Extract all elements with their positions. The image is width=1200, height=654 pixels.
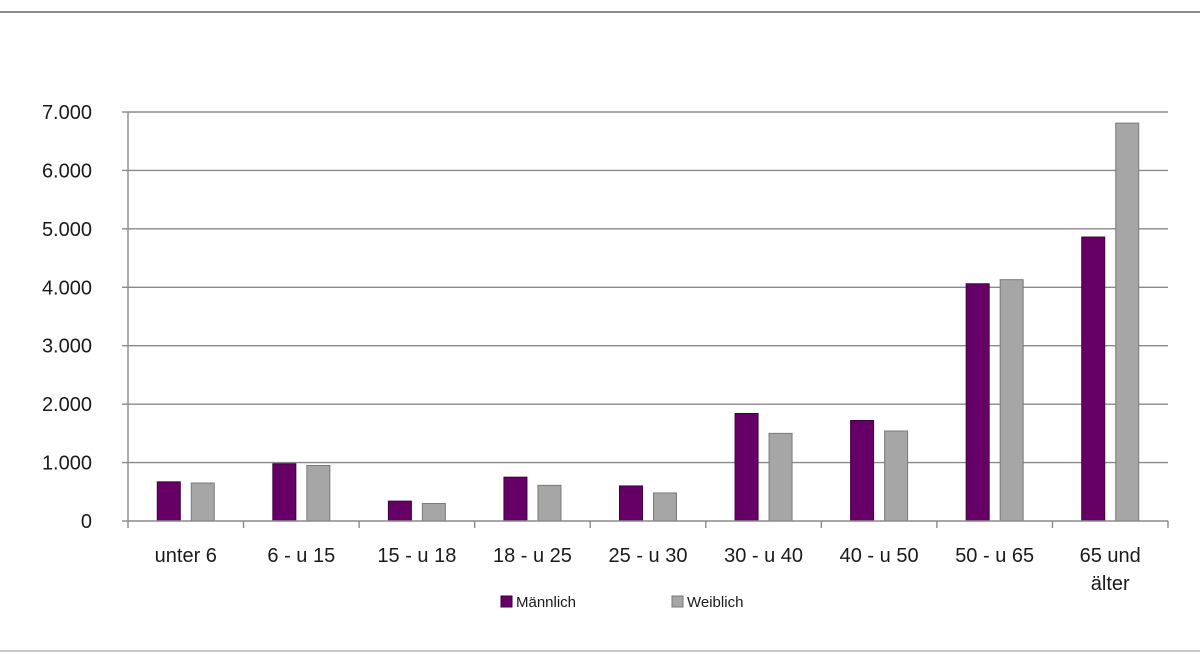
y-tick-label: 6.000 bbox=[42, 160, 92, 182]
bar-weiblich bbox=[421, 502, 446, 522]
x-tick-label: unter 6 bbox=[155, 545, 217, 567]
bar-männlich bbox=[850, 420, 875, 522]
x-tick-label: älter bbox=[1091, 573, 1130, 595]
y-tick-label: 7.000 bbox=[42, 102, 92, 124]
y-tick-label: 2.000 bbox=[42, 394, 92, 416]
legend-label: Männlich bbox=[516, 594, 576, 611]
bar-männlich bbox=[387, 500, 412, 522]
bar-männlich bbox=[503, 476, 528, 522]
legend-swatch-weiblich bbox=[671, 595, 684, 608]
y-tick-label: 0 bbox=[81, 511, 92, 533]
x-tick-label: 6 - u 15 bbox=[267, 545, 335, 567]
legend-label: Weiblich bbox=[687, 594, 743, 611]
bar-männlich bbox=[619, 485, 643, 522]
bar-weiblich bbox=[653, 492, 677, 522]
bar-weiblich bbox=[1115, 122, 1140, 522]
bar-männlich bbox=[156, 481, 181, 522]
x-tick-label: 30 - u 40 bbox=[724, 545, 803, 567]
x-axis-tick-labels: unter 6 6 - u 15 15 - u 18 18 - u 25 25 - u … bbox=[155, 545, 1141, 595]
bar-männlich bbox=[965, 283, 990, 522]
bars bbox=[156, 122, 1140, 522]
x-tick-label: 65 und bbox=[1080, 545, 1141, 567]
bottom-border bbox=[0, 650, 1200, 652]
y-axis-tick-labels: 0 1.000 2.000 3.000 4.000 5.000 6.000 7.000 bbox=[42, 102, 92, 533]
y-tick-label: 4.000 bbox=[42, 277, 92, 299]
bar-weiblich bbox=[537, 484, 562, 522]
y-tick-label: 3.000 bbox=[42, 336, 92, 358]
x-tick-label: 18 - u 25 bbox=[493, 545, 572, 567]
gridlines bbox=[128, 111, 1168, 464]
x-tick-label: 15 - u 18 bbox=[377, 545, 456, 567]
bar-weiblich bbox=[999, 279, 1024, 522]
y-tick-label: 1.000 bbox=[42, 453, 92, 475]
bar-weiblich bbox=[306, 464, 331, 522]
bar-männlich bbox=[1081, 236, 1106, 522]
bar-männlich bbox=[734, 412, 759, 522]
x-tick-label: 25 - u 30 bbox=[609, 545, 688, 567]
x-axis bbox=[122, 111, 1169, 528]
bar-weiblich bbox=[190, 482, 215, 522]
bar-weiblich bbox=[884, 430, 909, 522]
y-tick-label: 5.000 bbox=[42, 219, 92, 241]
top-border bbox=[0, 11, 1200, 13]
bar-männlich bbox=[272, 463, 297, 522]
x-tick-label: 50 - u 65 bbox=[955, 545, 1034, 567]
x-tick-label: 40 - u 50 bbox=[840, 545, 919, 567]
legend-swatch-männlich bbox=[500, 595, 513, 608]
bar-weiblich bbox=[768, 432, 793, 522]
legend: Männlich Weiblich bbox=[500, 594, 743, 611]
